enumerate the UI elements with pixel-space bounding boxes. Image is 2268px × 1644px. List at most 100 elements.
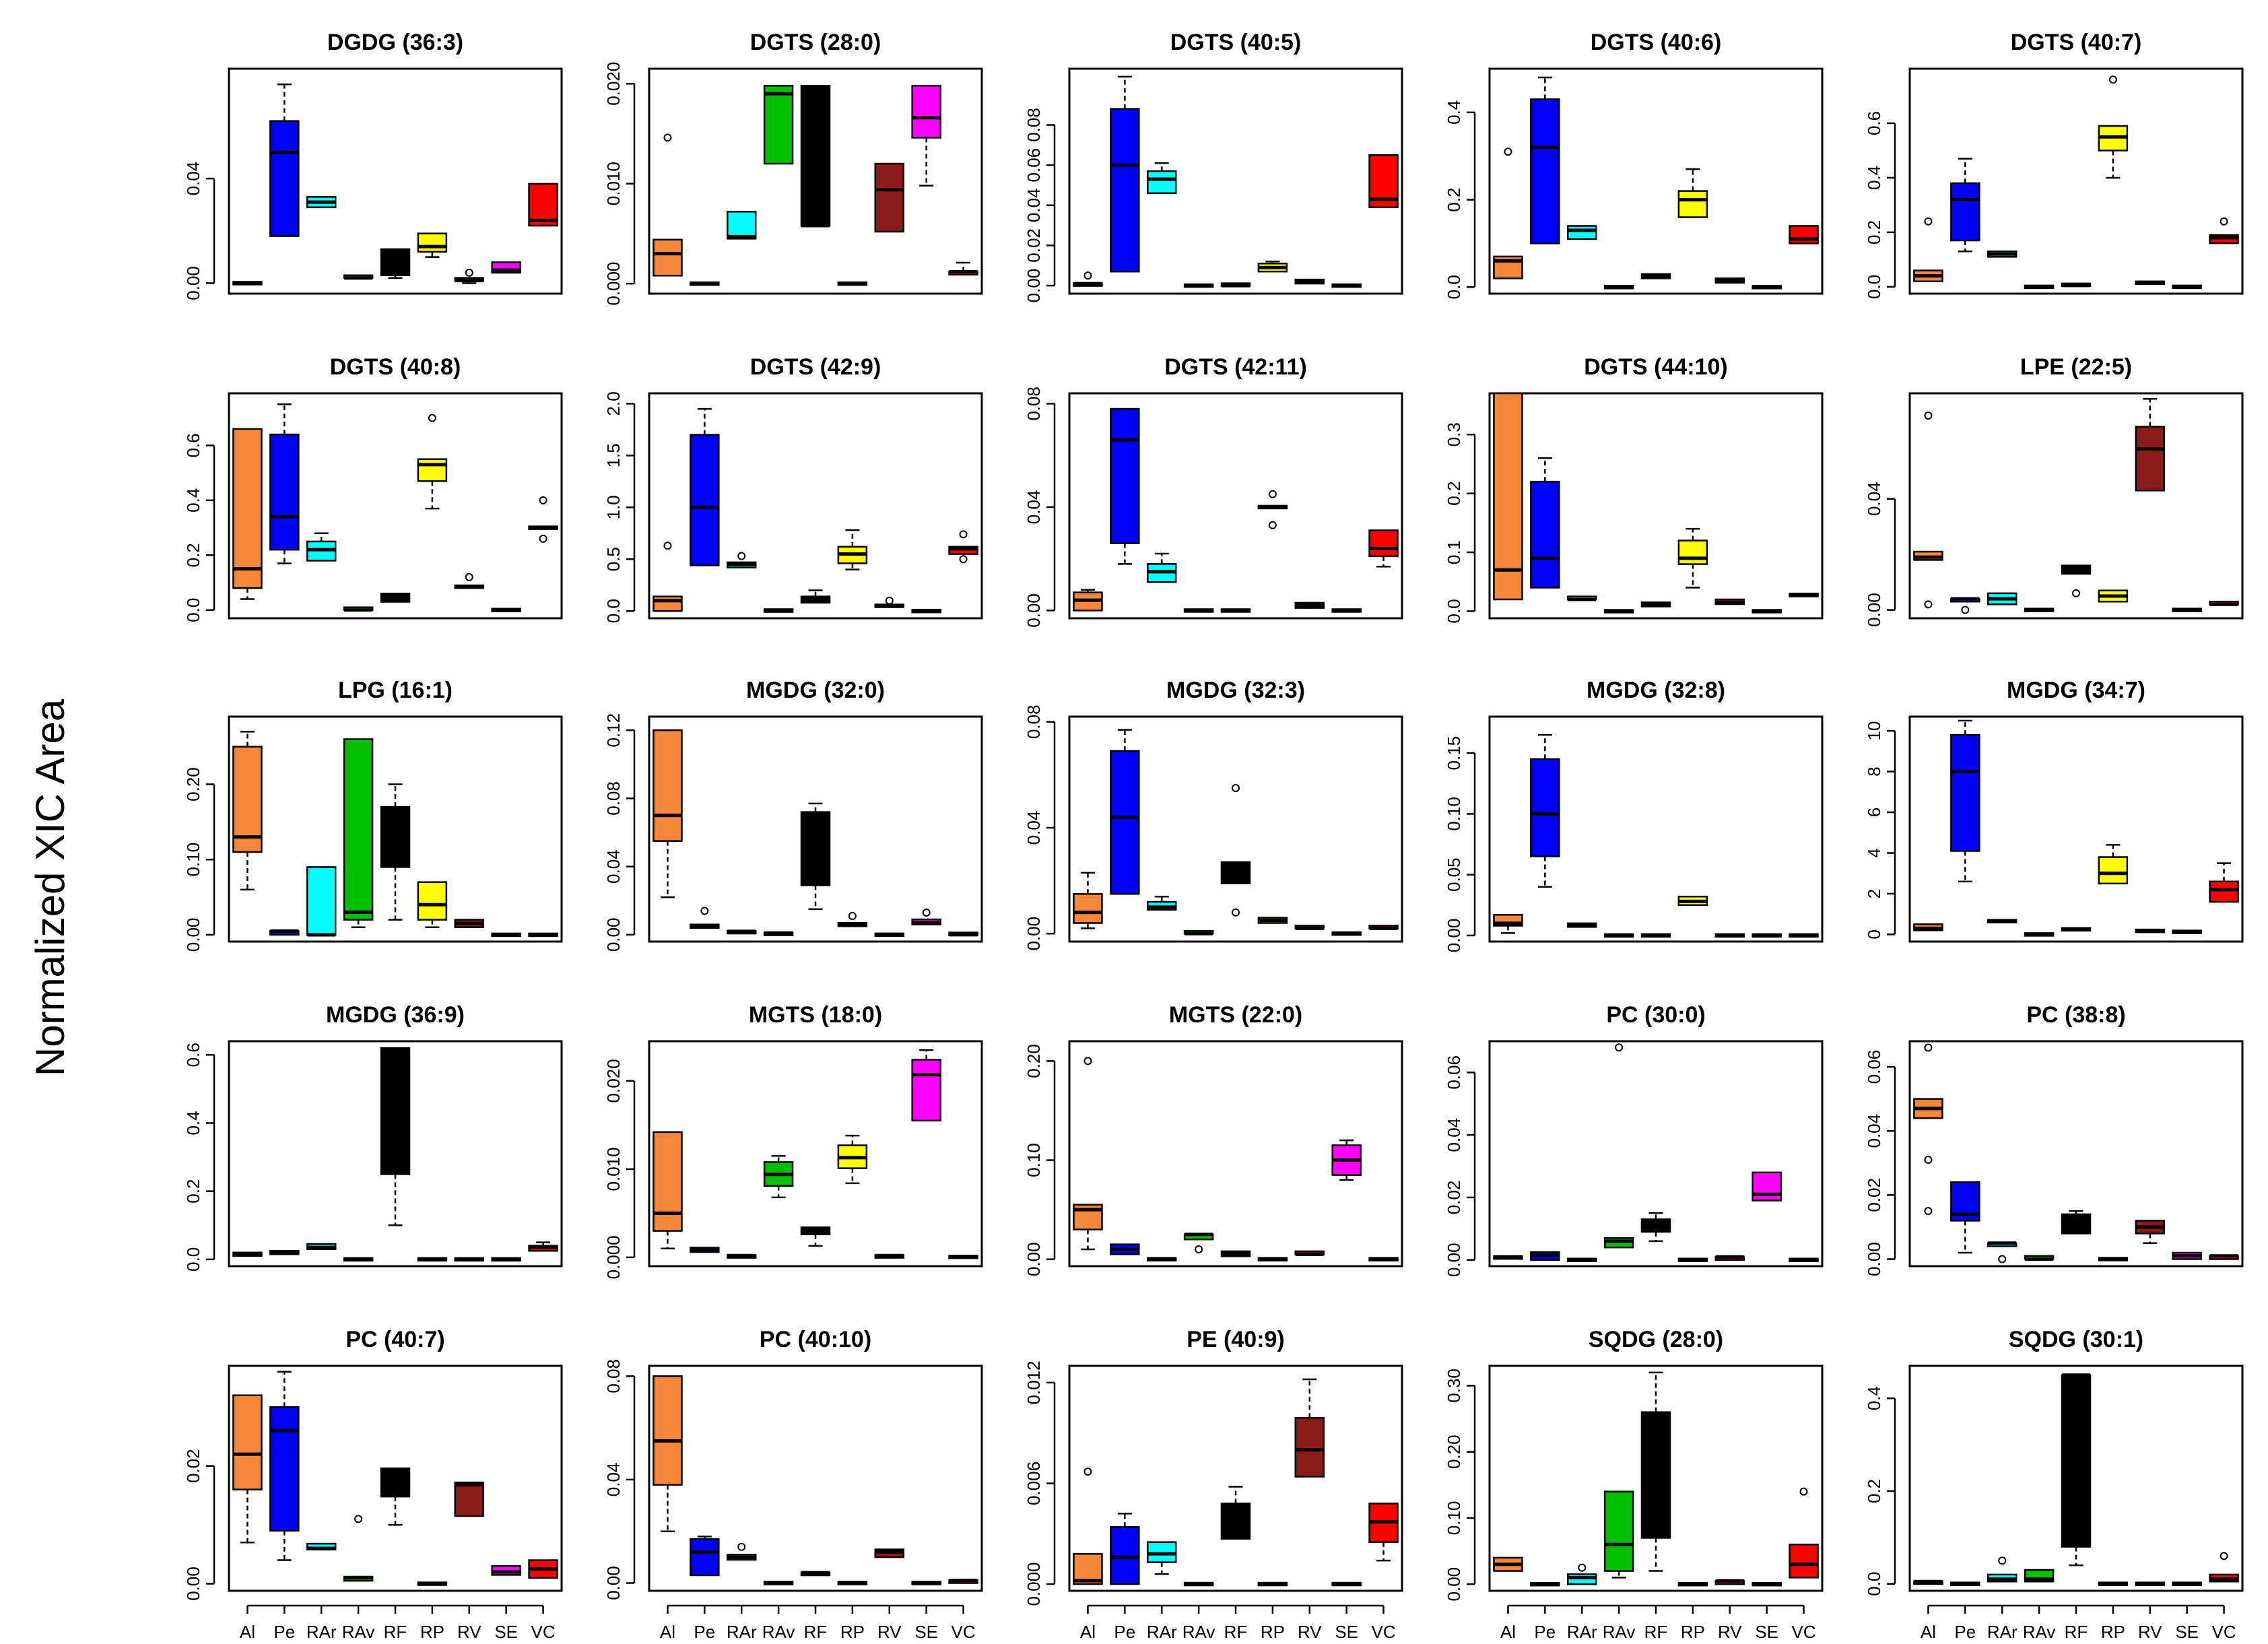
outlier-point [1268,490,1277,498]
panel-title: MGDG (34:7) [2007,678,2145,703]
box-body [1530,758,1560,857]
box-pe [690,907,720,929]
box-se [1752,609,1782,614]
y-tick-label: 0.2 [1444,187,1464,211]
y-tick-label: 0.0 [1864,1572,1884,1596]
box-rav [1603,1490,1634,1579]
y-tick-label: 6 [1864,808,1884,817]
panel-lpg-16-1: LPG (16:1) 0.00 0.10 0.20 [183,678,563,952]
box-rav [2024,932,2055,937]
y-tick-label: 0.00 [1864,1242,1884,1276]
box-pe [1110,1243,1140,1255]
box-rav [1603,609,1634,614]
box-rv [454,1257,485,1262]
box-rav [1603,933,1634,938]
x-tick-label: Pe [1954,1622,1976,1641]
x-tick-label: RP [840,1622,865,1641]
box-al [1493,392,1523,601]
y-tick-label: 0.5 [603,547,624,571]
box-al [232,428,263,600]
box-se [2172,607,2202,612]
plot-frame [648,715,983,943]
y-tick-label: 0.04 [1864,482,1884,516]
panel-mgdg-32-8: MGDG (32:8) 0.00 0.05 0.10 0.15 [1444,678,1824,952]
x-tick-label: Al [1080,1622,1096,1641]
box-rar [1566,225,1597,240]
box-rf [1220,608,1251,613]
box-se [2172,929,2202,934]
box-rar [1987,250,2017,258]
box-rp [1677,527,1708,589]
y-tick-label: 0.04 [183,162,203,196]
box-rv [1714,933,1745,938]
box-rf [1640,1212,1671,1243]
box-vc [948,1254,978,1259]
y-tick-label: 0.15 [1444,736,1464,770]
outlier-point [848,912,857,921]
plot-frame [1908,715,2244,943]
box-rav [1603,1043,1634,1249]
y-tick-label: 0.006 [1024,1461,1044,1505]
y-tick-label: 0.0 [603,599,624,623]
box-body [528,183,558,227]
outlier-point [1268,521,1277,529]
box-rar [1987,919,2017,924]
y-tick-label: 0.000 [603,262,624,306]
box-rav [343,1515,374,1582]
box-rav [2024,284,2055,290]
box-se [911,1581,941,1585]
y-tick-label: 2 [1864,889,1884,898]
box-vc [1789,593,1819,597]
x-tick-label: Al [660,1622,675,1641]
box-al [1913,923,1943,931]
box-rav [1183,1581,1214,1587]
box-pe [690,1247,720,1253]
panel-pc-38-8: PC (38:8) 0.00 0.02 0.04 0.06 [1864,1002,2244,1276]
box-se [1331,608,1362,613]
box-rf [380,248,411,279]
x-tick-label: RAr [1147,1622,1177,1641]
box-rp [1677,895,1708,907]
y-tick-label: 0.08 [1024,387,1044,421]
box-rav [1183,608,1214,613]
x-tick-label: RAr [1987,1622,2017,1641]
box-rv [874,1253,905,1259]
box-rf [380,1047,411,1226]
figure-y-axis-label: Normalized XIC Area [28,698,73,1076]
panel-title: PC (40:10) [760,1327,871,1352]
outlier-point [1578,1563,1587,1572]
box-body [232,428,263,589]
box-pe [1950,158,1980,253]
plot-frame [1068,67,1403,295]
box-rav [1183,283,1214,288]
box-rar [306,1243,337,1250]
y-tick-label: 0.12 [603,713,624,748]
box-body [1220,861,1251,884]
box-rv [1714,1255,1745,1261]
panel-title: DGTS (28:0) [750,30,881,55]
box-se [491,932,521,938]
box-rv [454,1481,485,1517]
box-pe [269,1371,300,1561]
box-rar [306,196,337,209]
box-rf [380,593,411,603]
y-tick-label: 0.6 [1864,111,1884,135]
outlier-point [959,555,968,564]
box-al [653,729,683,898]
y-tick-label: 0.06 [1864,1050,1884,1084]
x-tick-label: RAr [1567,1622,1597,1641]
panel-title: DGTS (40:5) [1170,30,1302,55]
box-rv [874,162,905,233]
box-rar [1566,595,1597,601]
y-tick-label: 0.2 [1864,220,1884,244]
plot-frame [1908,1040,2244,1268]
box-pe [1530,1251,1560,1261]
box-rav [1183,1232,1214,1253]
panel-title: DGTS (40:8) [330,354,461,380]
y-tick-label: 0.010 [603,1147,624,1191]
box-al [1493,1556,1523,1572]
box-se [1331,931,1362,936]
box-vc [528,496,558,543]
box-rv [874,932,905,938]
